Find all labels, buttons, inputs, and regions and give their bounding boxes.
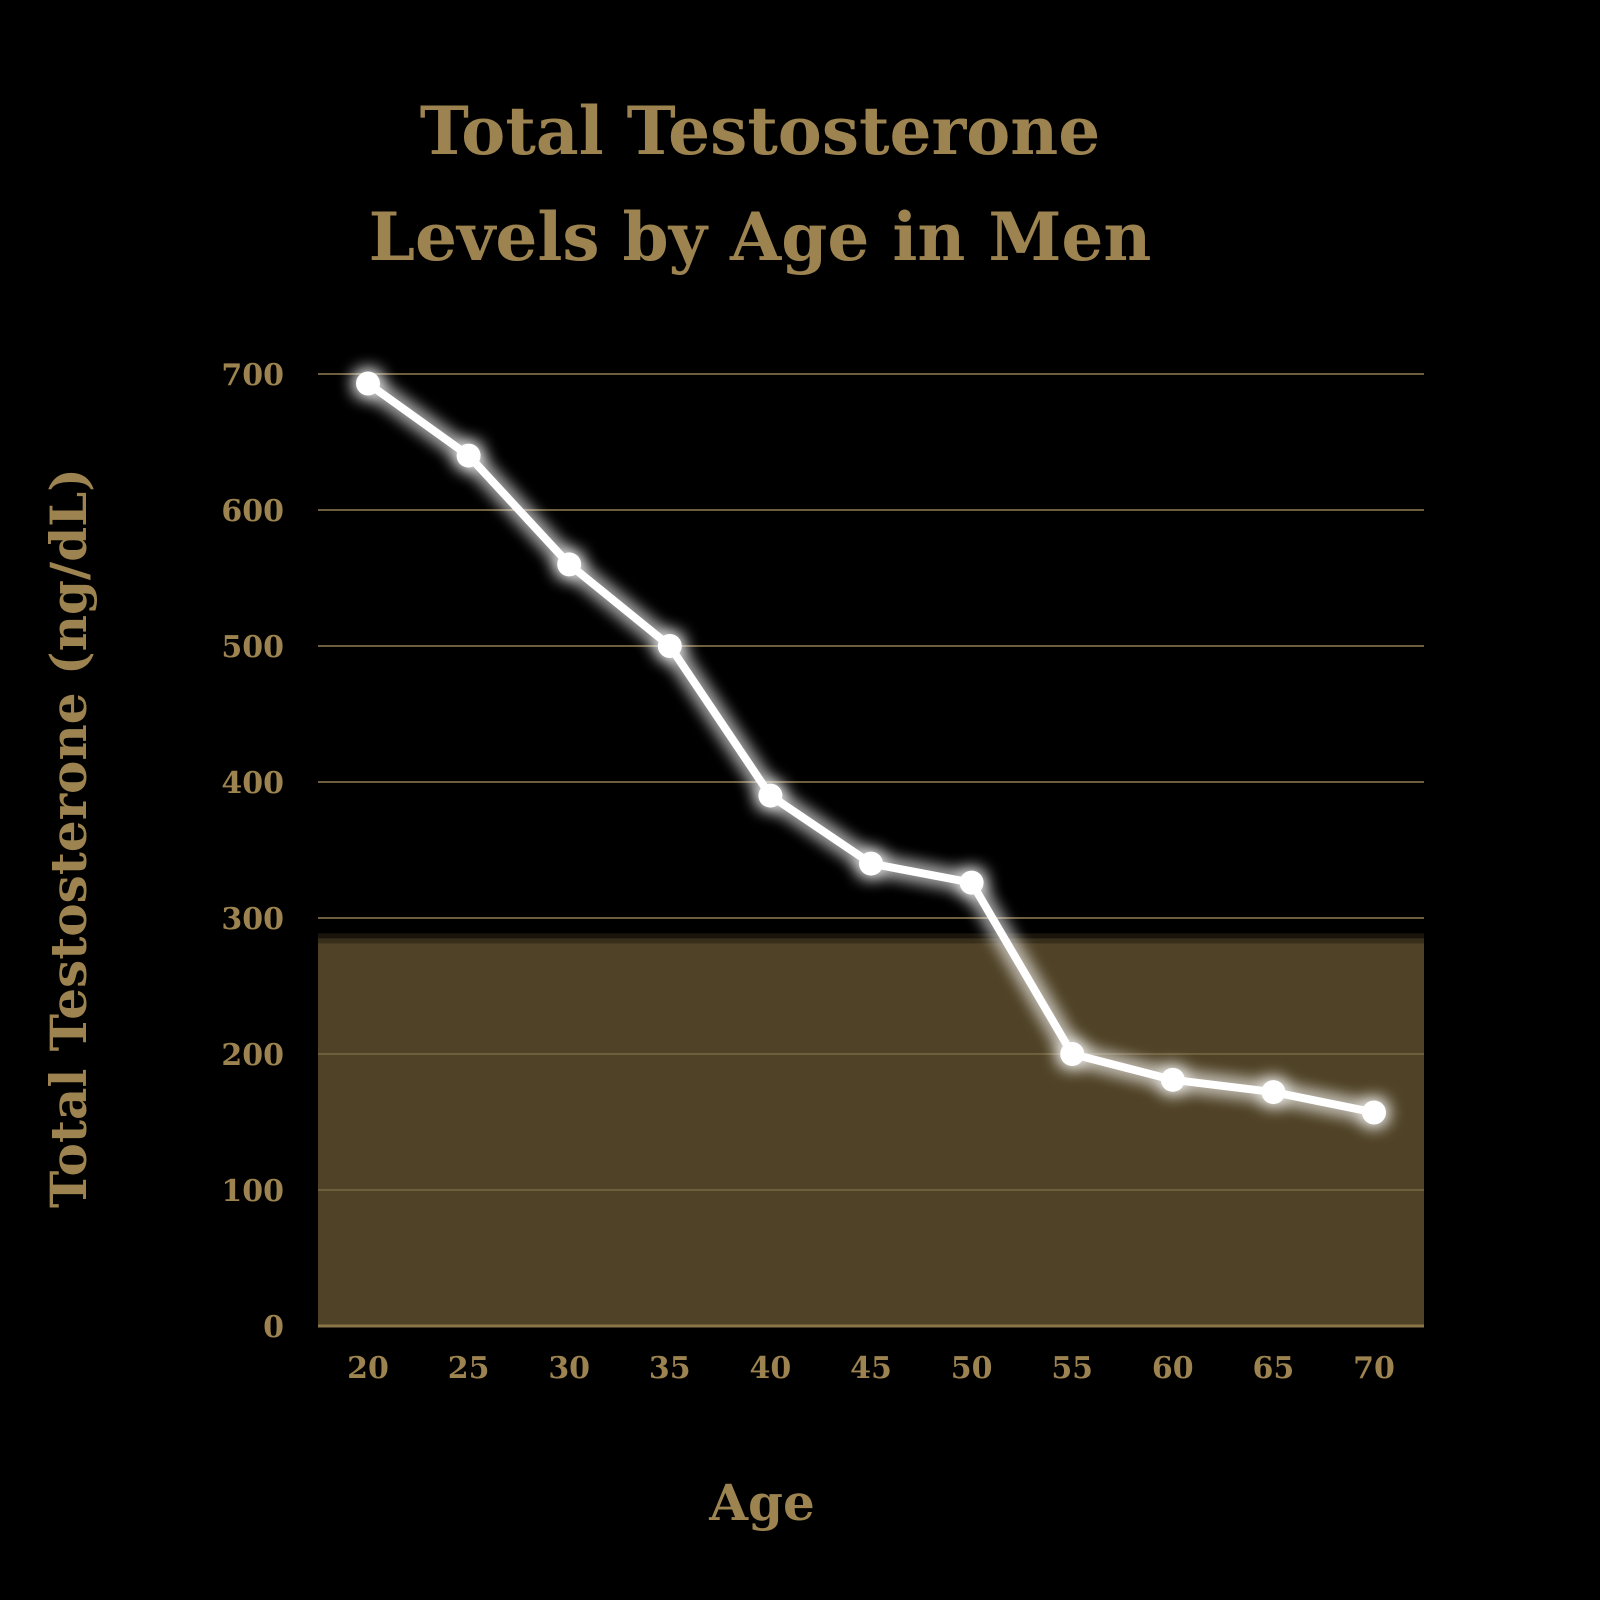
x-tick-label: 50	[951, 1351, 993, 1386]
data-point	[456, 443, 481, 468]
data-point	[1362, 1100, 1386, 1125]
gridlines	[318, 373, 1424, 1328]
x-tick-label: 55	[1051, 1351, 1093, 1386]
data-point	[1060, 1042, 1085, 1066]
x-axis-label: Age	[708, 1473, 815, 1532]
data-point	[859, 851, 883, 876]
shaded-band	[318, 938, 1424, 1326]
x-tick-label: 30	[548, 1351, 590, 1386]
x-tick-label: 65	[1253, 1351, 1295, 1386]
data-point	[657, 634, 682, 658]
data-point	[557, 552, 582, 577]
x-tick-label: 25	[448, 1351, 490, 1386]
y-tick-label: 200	[221, 1038, 284, 1073]
y-tick-label: 400	[221, 766, 284, 801]
data-point	[959, 870, 984, 895]
y-tick-label: 700	[221, 358, 284, 393]
y-axis-label: Total Testosterone (ng/dL)	[39, 468, 98, 1208]
y-tick-label: 100	[221, 1174, 284, 1209]
series-layer	[356, 371, 1386, 1125]
data-point	[758, 783, 783, 808]
y-tick-label: 0	[263, 1310, 284, 1345]
x-tick-label: 20	[347, 1351, 389, 1386]
x-tick-label: 40	[750, 1351, 792, 1386]
data-point	[1261, 1080, 1286, 1105]
shaded-band-layer	[318, 933, 1424, 1326]
y-axis-ticks: 0 100 200 300 400 500 600 700	[221, 358, 284, 1345]
x-tick-label: 35	[649, 1351, 691, 1386]
x-tick-label: 45	[850, 1351, 892, 1386]
x-tick-label: 70	[1353, 1351, 1395, 1386]
chart-title-line-1: Total Testosterone	[419, 92, 1101, 170]
x-tick-label: 60	[1152, 1351, 1194, 1386]
x-axis-ticks: 20 25 30 35 40 45 50 55 60 65 70	[347, 1351, 1395, 1386]
data-point	[356, 371, 380, 396]
y-tick-label: 300	[221, 902, 284, 937]
y-tick-label: 600	[221, 494, 284, 529]
y-tick-label: 500	[221, 630, 284, 665]
chart-title-line-2: Levels by Age in Men	[368, 198, 1152, 276]
chart-title: Total Testosterone Levels by Age in Men	[0, 78, 1520, 290]
data-point	[1160, 1067, 1185, 1092]
